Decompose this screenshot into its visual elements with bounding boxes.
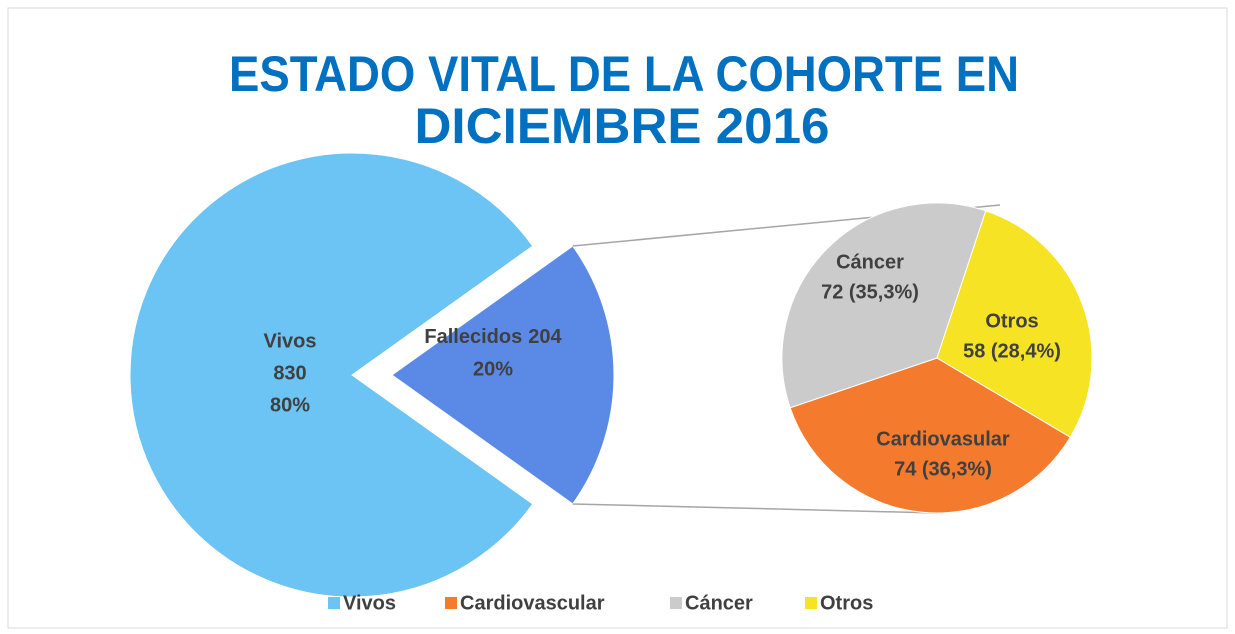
- data-label: Fallecidos 204: [424, 326, 562, 348]
- data-label: Vivos: [264, 330, 317, 352]
- data-label: 80%: [270, 394, 310, 416]
- legend-swatch: [445, 597, 457, 609]
- legend-swatch: [805, 597, 817, 609]
- legend-label: Cáncer: [685, 592, 753, 614]
- data-label-value: 204: [528, 326, 562, 348]
- chart-title: ESTADO VITAL DE LA COHORTE EN: [229, 46, 1019, 102]
- data-label: 20%: [473, 358, 513, 380]
- legend-swatch: [670, 597, 682, 609]
- data-label: 58 (28,4%): [963, 340, 1061, 362]
- data-label: 72 (35,3%): [821, 281, 919, 303]
- data-label: 830: [273, 362, 306, 384]
- pie-slice: [789, 357, 1071, 514]
- chart-title: DICIEMBRE 2016: [415, 98, 830, 154]
- legend-swatch: [328, 597, 340, 609]
- data-label: Cardiovasular: [876, 428, 1010, 450]
- connector-line: [572, 503, 938, 514]
- data-label: Cáncer: [836, 251, 904, 273]
- legend-label: Cardiovascular: [460, 592, 605, 614]
- pie-slice: [129, 152, 534, 598]
- pie-slice: [391, 245, 615, 505]
- data-label: 74 (36,3%): [894, 458, 992, 480]
- pie-slice: [936, 210, 1093, 438]
- legend-label: Otros: [820, 592, 873, 614]
- legend-label: Vivos: [343, 592, 396, 614]
- data-label: Otros: [985, 310, 1038, 332]
- data-label-name: Fallecidos: [424, 326, 522, 348]
- pie-slice: [781, 202, 987, 409]
